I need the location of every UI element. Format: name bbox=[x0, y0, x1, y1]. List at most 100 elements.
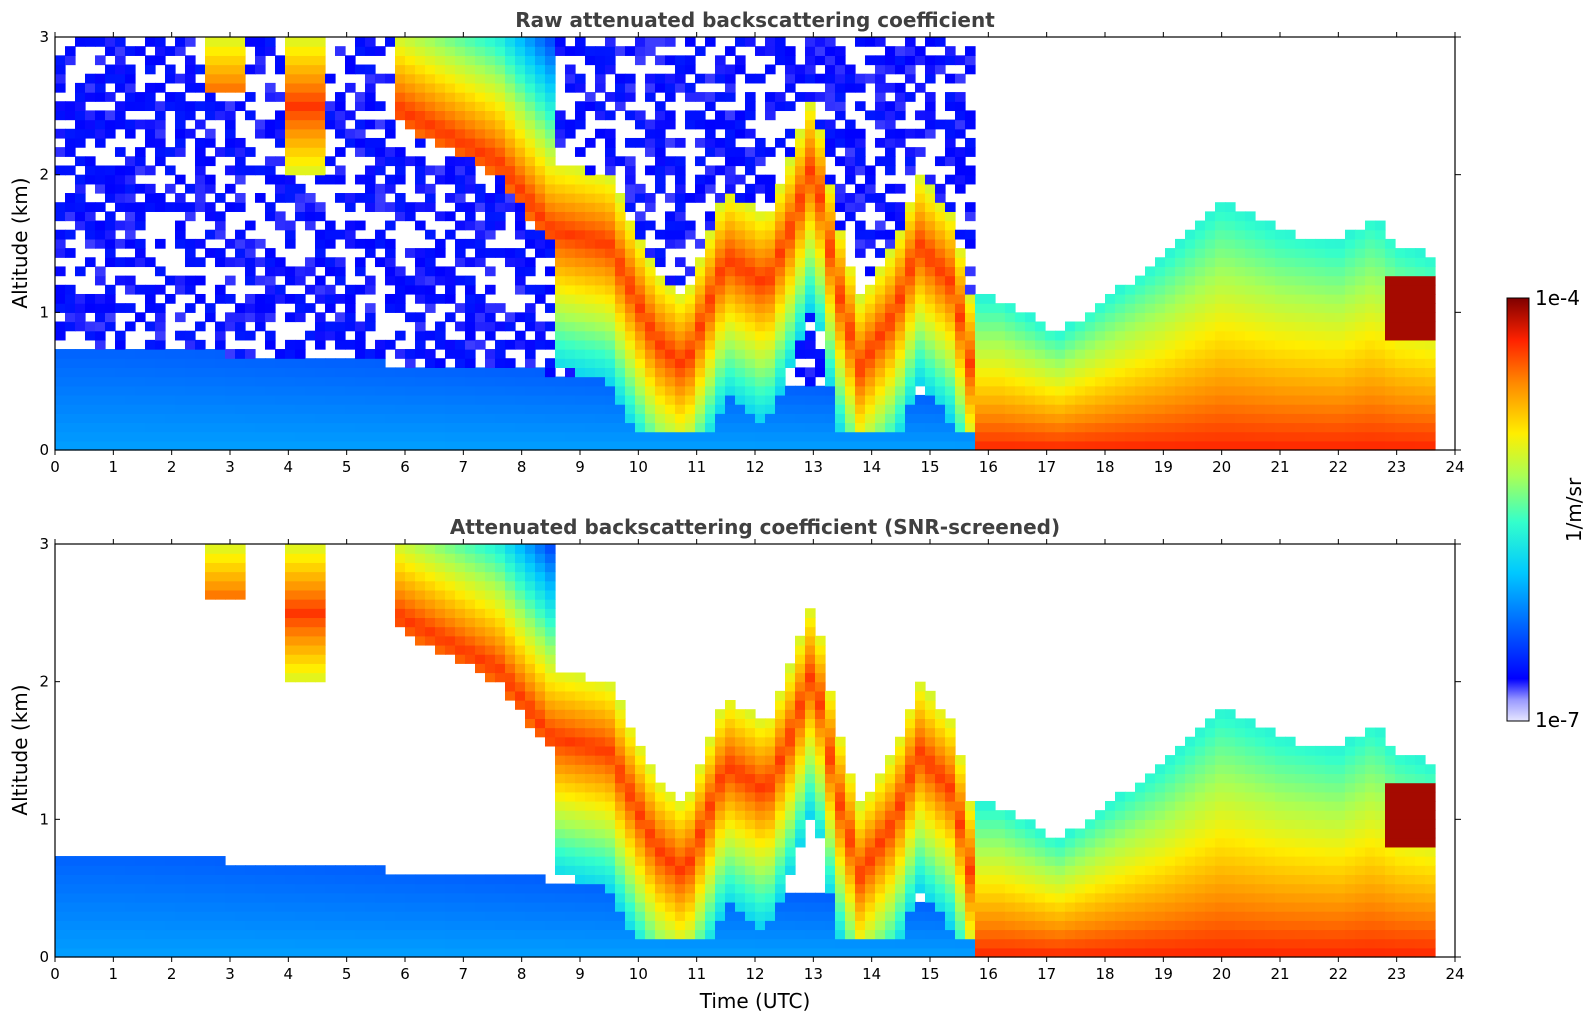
heatmap-cell bbox=[1045, 349, 1056, 359]
heatmap-cell bbox=[1145, 330, 1156, 341]
heatmap-cell bbox=[575, 284, 586, 295]
heatmap-cell bbox=[145, 119, 156, 130]
heatmap-cell bbox=[475, 147, 486, 157]
heatmap-cell bbox=[515, 183, 526, 194]
heatmap-cell bbox=[715, 110, 726, 121]
heatmap-cell bbox=[305, 929, 316, 940]
heatmap-cell bbox=[895, 92, 906, 102]
heatmap-cell bbox=[1135, 284, 1146, 295]
heatmap-cell bbox=[1255, 229, 1266, 240]
heatmap-cell bbox=[655, 376, 666, 387]
heatmap-cell bbox=[445, 128, 456, 139]
heatmap-cell bbox=[555, 303, 566, 313]
heatmap-cell bbox=[455, 376, 466, 387]
heatmap-cell bbox=[615, 284, 626, 295]
heatmap-cell bbox=[795, 174, 806, 185]
heatmap-cell bbox=[255, 238, 266, 249]
heatmap-cell bbox=[55, 911, 66, 921]
heatmap-cell bbox=[125, 220, 136, 231]
heatmap-cell bbox=[305, 82, 316, 93]
heatmap-cell bbox=[475, 128, 486, 139]
heatmap-cell bbox=[475, 202, 486, 212]
heatmap-cell bbox=[345, 376, 356, 387]
heatmap-cell bbox=[695, 404, 706, 414]
heatmap-cell bbox=[545, 202, 556, 212]
heatmap-cell bbox=[735, 238, 746, 249]
heatmap-cell bbox=[695, 266, 706, 277]
heatmap-cell bbox=[955, 376, 966, 387]
heatmap-cell bbox=[115, 55, 126, 66]
heatmap-cell bbox=[455, 257, 466, 268]
heatmap-cell bbox=[385, 73, 396, 84]
heatmap-cell bbox=[945, 413, 956, 424]
heatmap-cell bbox=[525, 137, 536, 148]
heatmap-cell bbox=[95, 303, 106, 313]
heatmap-cell bbox=[205, 404, 216, 414]
heatmap-cell bbox=[1225, 330, 1236, 341]
heatmap-cell bbox=[1215, 431, 1226, 442]
heatmap-cell bbox=[345, 422, 356, 433]
heatmap-cell bbox=[735, 37, 746, 47]
heatmap-cell bbox=[495, 101, 506, 112]
heatmap-cell bbox=[765, 229, 776, 240]
heatmap-cell bbox=[455, 101, 466, 112]
heatmap-cell bbox=[355, 147, 366, 157]
heatmap-cell bbox=[895, 257, 906, 268]
heatmap-cell bbox=[895, 220, 906, 231]
heatmap-cell bbox=[1135, 339, 1146, 350]
heatmap-cell bbox=[905, 211, 916, 222]
heatmap-cell bbox=[105, 911, 116, 921]
heatmap-cell bbox=[355, 358, 366, 368]
heatmap-cell bbox=[165, 901, 176, 912]
heatmap-cell bbox=[345, 883, 356, 894]
heatmap-cell bbox=[245, 92, 256, 102]
heatmap-cell bbox=[195, 865, 206, 875]
heatmap-cell bbox=[535, 883, 546, 894]
heatmap-cell bbox=[475, 367, 486, 378]
heatmap-cell bbox=[1115, 376, 1126, 387]
heatmap-cell bbox=[305, 303, 316, 313]
heatmap-cell bbox=[1295, 275, 1306, 286]
heatmap-cell bbox=[795, 211, 806, 222]
heatmap-cell bbox=[565, 229, 576, 240]
heatmap-cell bbox=[155, 929, 166, 940]
heatmap-cell bbox=[1045, 404, 1056, 414]
heatmap-cell bbox=[565, 303, 576, 313]
heatmap-cell bbox=[445, 911, 456, 921]
heatmap-cell bbox=[505, 321, 516, 332]
heatmap-cell bbox=[445, 892, 456, 903]
heatmap-cell bbox=[585, 211, 596, 222]
heatmap-cell bbox=[655, 147, 666, 157]
heatmap-cell bbox=[985, 358, 996, 368]
heatmap-cell bbox=[185, 37, 196, 47]
heatmap-cell bbox=[1405, 440, 1416, 451]
heatmap-cell bbox=[755, 422, 766, 433]
heatmap-cell bbox=[75, 119, 86, 130]
heatmap-cell bbox=[455, 544, 466, 554]
heatmap-cell bbox=[485, 321, 496, 332]
heatmap-cell bbox=[675, 385, 686, 396]
heatmap-cell bbox=[435, 635, 446, 646]
heatmap-cell bbox=[375, 183, 386, 194]
heatmap-cell bbox=[235, 883, 246, 894]
heatmap-cell bbox=[405, 580, 416, 591]
heatmap-cell bbox=[935, 385, 946, 396]
heatmap-cell bbox=[135, 220, 146, 231]
heatmap-cell bbox=[525, 911, 536, 921]
heatmap-cell bbox=[1085, 312, 1096, 323]
heatmap-cell bbox=[575, 266, 586, 277]
heatmap-cell bbox=[235, 865, 246, 875]
heatmap-cell bbox=[835, 137, 846, 148]
heatmap-cell bbox=[285, 589, 296, 600]
heatmap-cell bbox=[455, 119, 466, 130]
heatmap-cell bbox=[55, 284, 66, 295]
heatmap-cell bbox=[505, 82, 516, 93]
heatmap-cell bbox=[245, 394, 256, 405]
heatmap-cell bbox=[595, 128, 606, 139]
heatmap-cell bbox=[185, 82, 196, 93]
heatmap-cell bbox=[815, 275, 826, 286]
heatmap-cell bbox=[1385, 266, 1396, 277]
heatmap-cell bbox=[455, 404, 466, 414]
heatmap-cell bbox=[145, 440, 156, 451]
heatmap-cell bbox=[705, 128, 716, 139]
